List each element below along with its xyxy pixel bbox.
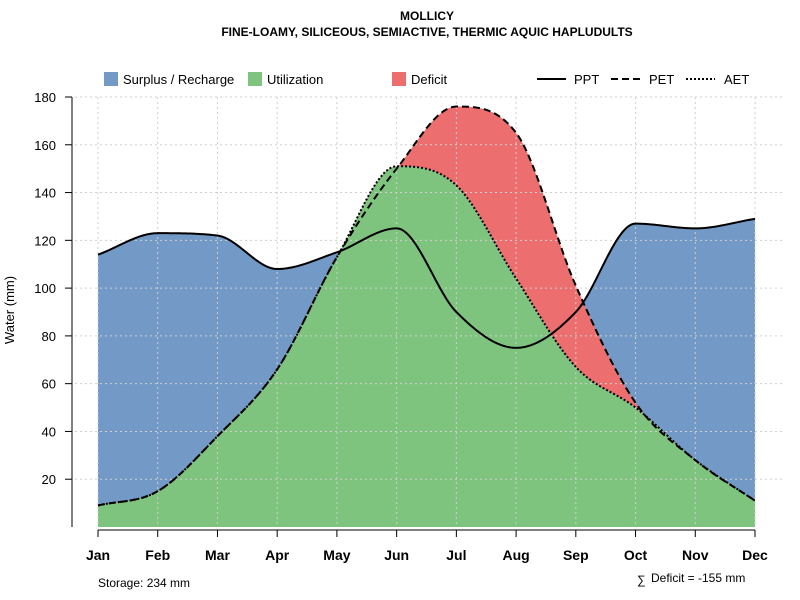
x-tick-label: Sep (563, 547, 589, 563)
y-tick-label: 20 (42, 472, 56, 487)
legend-label-pet: PET (649, 72, 674, 87)
x-tick-label: Jun (384, 547, 409, 563)
x-tick-label: Feb (145, 547, 170, 563)
series-line-aet (97, 165, 756, 507)
x-tick-label: May (323, 547, 350, 563)
legend-swatch-deficit (392, 72, 406, 86)
y-tick-label: 100 (34, 281, 56, 296)
storage-note: Storage: 234 mm (98, 576, 190, 590)
series-line-pet (97, 105, 756, 507)
x-tick-label: Jan (86, 547, 110, 563)
y-tick-label: 80 (42, 329, 56, 344)
legend-label-utilization: Utilization (267, 72, 323, 87)
legend-label-ppt: PPT (574, 72, 599, 87)
deficit-sum-icon: ∑ (637, 573, 646, 587)
y-axis-title: Water (mm) (2, 276, 17, 344)
x-tick-label: Aug (502, 547, 529, 563)
y-tick-label: 180 (34, 90, 56, 105)
x-tick-label: Dec (742, 547, 768, 563)
x-tick-label: Apr (265, 547, 290, 563)
y-tick-label: 60 (42, 377, 56, 392)
y-tick-label: 120 (34, 233, 56, 248)
legend-label-aet: AET (724, 72, 749, 87)
deficit-note: Deficit = -155 mm (651, 571, 745, 585)
series-line-ppt (97, 217, 756, 349)
chart-title: MOLLICY (400, 9, 454, 23)
legend-swatch-surplus (104, 72, 118, 86)
legend-swatch-utilization (248, 72, 262, 86)
chart-subtitle: FINE-LOAMY, SILICEOUS, SEMIACTIVE, THERM… (221, 25, 632, 39)
x-tick-label: Nov (682, 547, 709, 563)
x-tick-label: Mar (205, 547, 230, 563)
plot-area: 20 40 60 80 100 120 140 160 180 Jan Feb Mar Apr May Ju… (34, 90, 782, 563)
legend-label-surplus: Surplus / Recharge (123, 72, 234, 87)
legend: Surplus / Recharge Utilization Deficit P… (104, 72, 749, 87)
legend-label-deficit: Deficit (411, 72, 448, 87)
x-tick-label: Oct (624, 547, 648, 563)
y-tick-label: 140 (34, 186, 56, 201)
area-utilization (98, 166, 755, 527)
y-tick-label: 160 (34, 138, 56, 153)
x-tick-label: Jul (446, 547, 466, 563)
y-tick-label: 40 (42, 424, 56, 439)
